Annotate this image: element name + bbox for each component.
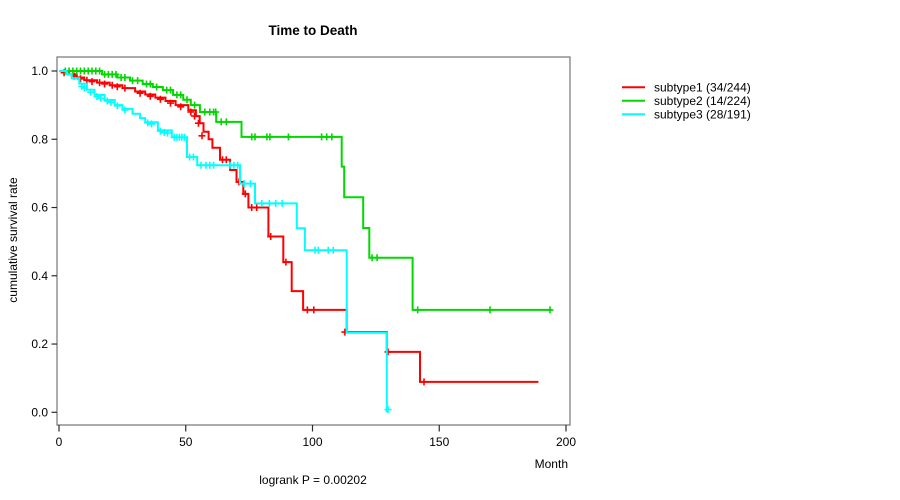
y-tick-label-4: 0.2 <box>31 337 48 351</box>
curve-subtype1 <box>59 70 539 383</box>
censor-marks-subtype1 <box>60 69 428 386</box>
x-tick-label-4: 200 <box>556 435 576 449</box>
x-tick-label-2: 100 <box>302 435 322 449</box>
y-tick-label-0: 1.0 <box>31 64 48 78</box>
y-tick-label-5: 0.0 <box>31 406 48 420</box>
logrank-p-note: logrank P = 0.00202 <box>259 473 367 487</box>
survival-curves <box>59 67 554 414</box>
plot-box <box>56 56 571 426</box>
x-axis-label: Month <box>535 457 568 471</box>
x-tick-label-0: 0 <box>56 435 63 449</box>
curve-subtype2 <box>59 70 552 311</box>
axes: 0 50 100 150 200 1.0 0.8 0.6 0.4 0.2 0.0 <box>31 56 576 449</box>
legend-label-2: subtype2 (14/224) <box>654 94 751 108</box>
curve-subtype3 <box>59 70 388 413</box>
censor-marks-subtype3 <box>78 82 392 414</box>
censor-marks-subtype2 <box>61 67 554 314</box>
y-tick-label-3: 0.4 <box>31 269 48 283</box>
y-axis-label: cumulative survival rate <box>6 177 20 303</box>
legend-label-1: subtype1 (34/244) <box>654 81 751 95</box>
x-tick-label-3: 150 <box>429 435 449 449</box>
y-tick-label-1: 0.8 <box>31 132 48 146</box>
y-tick-label-2: 0.6 <box>31 201 48 215</box>
x-tick-label-1: 50 <box>179 435 193 449</box>
legend: subtype1 (34/244)subtype2 (14/224)subtyp… <box>622 81 751 122</box>
legend-label-3: subtype3 (28/191) <box>654 108 751 122</box>
chart-title: Time to Death <box>268 23 357 38</box>
